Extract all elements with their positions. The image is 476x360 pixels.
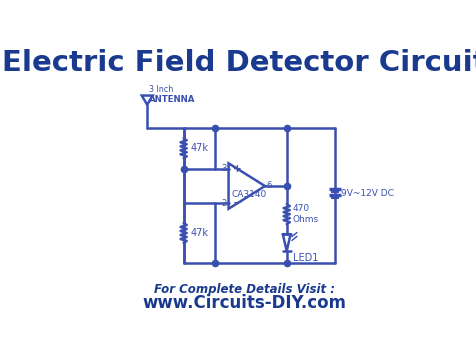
Text: www.Circuits-DIY.com: www.Circuits-DIY.com [142, 294, 346, 312]
Text: For Complete Details Visit :: For Complete Details Visit : [153, 283, 334, 296]
Text: 470
Ohms: 470 Ohms [292, 204, 318, 224]
Text: 47k: 47k [190, 228, 208, 238]
Text: 6: 6 [266, 181, 271, 190]
Text: 47k: 47k [190, 143, 208, 153]
Text: −: − [233, 198, 242, 208]
Text: 3: 3 [220, 164, 226, 173]
Text: 3 Inch: 3 Inch [149, 85, 173, 94]
Text: LED1: LED1 [292, 253, 317, 263]
Text: 9V~12V DC: 9V~12V DC [340, 189, 393, 198]
Text: Electric Field Detector Circuit: Electric Field Detector Circuit [2, 49, 476, 77]
Text: 2: 2 [220, 199, 226, 208]
Text: ANTENNA: ANTENNA [149, 95, 195, 104]
Text: CA3140: CA3140 [231, 190, 266, 199]
Text: +: + [233, 164, 241, 174]
